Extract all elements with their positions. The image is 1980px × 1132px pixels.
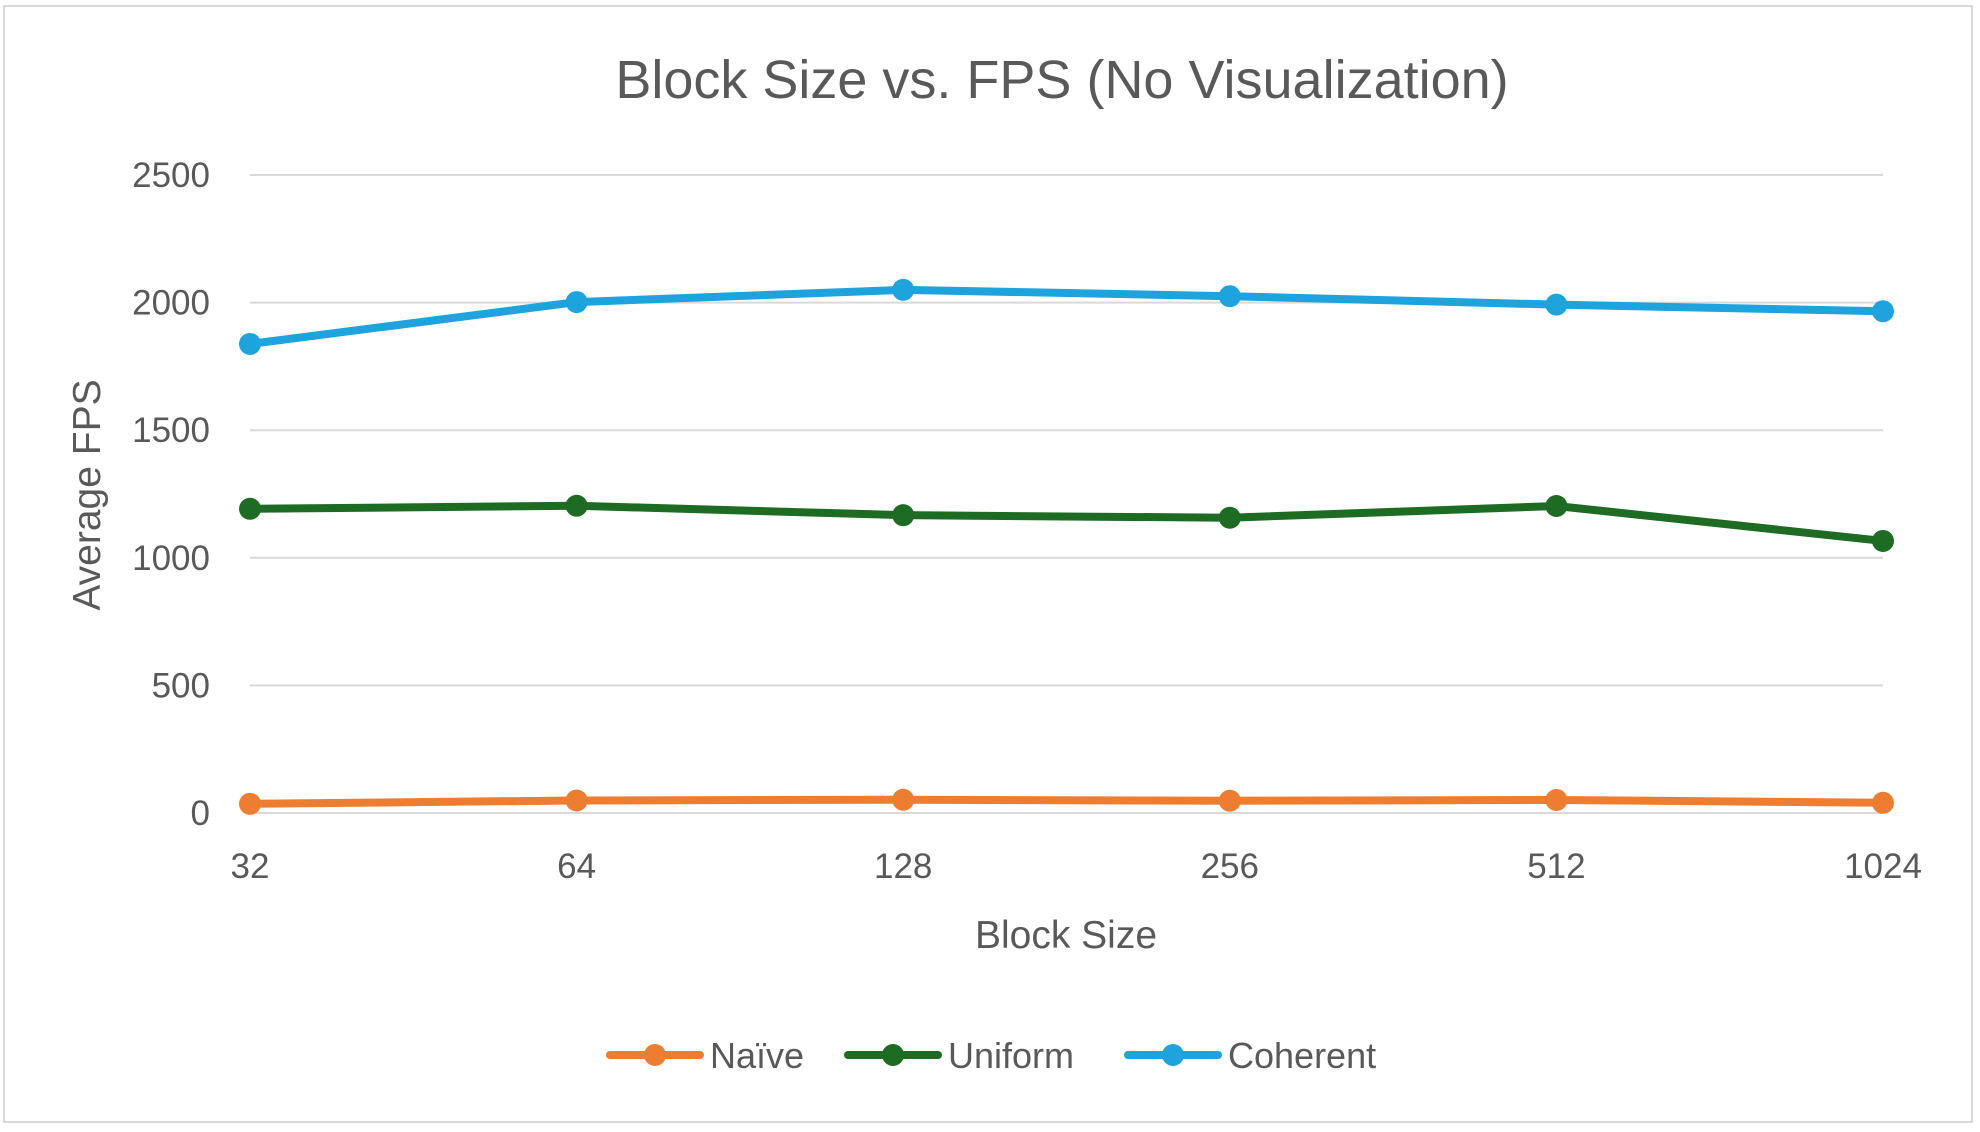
series-line [246, 285, 1887, 348]
y-tick-label: 2000 [132, 284, 210, 323]
y-tick-label: 1500 [132, 411, 210, 450]
x-tick-label: 256 [1201, 847, 1259, 886]
data-point [1872, 529, 1894, 552]
legend-label: Coherent [1228, 1035, 1376, 1076]
series-line [246, 501, 1887, 545]
series-uniform [239, 494, 1894, 552]
data-point [1218, 506, 1241, 529]
data-point [565, 494, 588, 517]
x-tick-label: 64 [557, 847, 596, 886]
y-tick-label: 0 [191, 794, 210, 833]
data-point [1872, 791, 1894, 814]
data-point [239, 792, 261, 815]
y-tick-label: 1000 [132, 539, 210, 578]
legend-item: Naïve [606, 1035, 804, 1076]
x-tick-label: 1024 [1844, 847, 1922, 886]
data-point [1872, 300, 1894, 323]
legend-label: Naïve [710, 1035, 804, 1076]
x-axis-title: Block Size [975, 914, 1157, 957]
data-point [1218, 789, 1241, 812]
data-point [892, 504, 915, 527]
legend-item: Coherent [1124, 1035, 1376, 1076]
legend-swatch-marker [644, 1044, 666, 1066]
data-point [892, 278, 915, 301]
y-axis-tick-labels: 0 500 1000 1500 2000 2500 [132, 156, 210, 833]
y-axis-title: Average FPS [66, 379, 109, 610]
y-tick-label: 500 [152, 666, 210, 705]
data-point [1218, 285, 1241, 308]
data-point [565, 291, 588, 314]
series-line [246, 795, 1887, 808]
x-tick-label: 32 [231, 847, 270, 886]
legend-swatch-marker [882, 1044, 904, 1066]
x-tick-label: 128 [874, 847, 932, 886]
data-point [1545, 293, 1568, 316]
x-tick-label: 512 [1527, 847, 1585, 886]
data-point [239, 497, 261, 520]
y-tick-label: 2500 [132, 156, 210, 195]
legend-label: Uniform [948, 1035, 1074, 1076]
data-point [1545, 788, 1568, 811]
chart-frame [3, 5, 1973, 1123]
series-coherent [239, 278, 1894, 355]
data-point [239, 332, 261, 355]
gridlines [250, 174, 1883, 814]
legend-item: Uniform [844, 1035, 1074, 1076]
series-naïve [239, 788, 1894, 815]
chart-title: Block Size vs. FPS (No Visualization) [615, 50, 1508, 110]
data-point [565, 789, 588, 812]
legend: Naïve Uniform Coherent [606, 1035, 1376, 1076]
data-point [1545, 494, 1568, 517]
data-point [892, 788, 915, 811]
legend-swatch-marker [1162, 1044, 1184, 1066]
series-layer [239, 278, 1894, 815]
x-axis-tick-labels: 32 64 128 256 512 1024 [231, 847, 1922, 886]
